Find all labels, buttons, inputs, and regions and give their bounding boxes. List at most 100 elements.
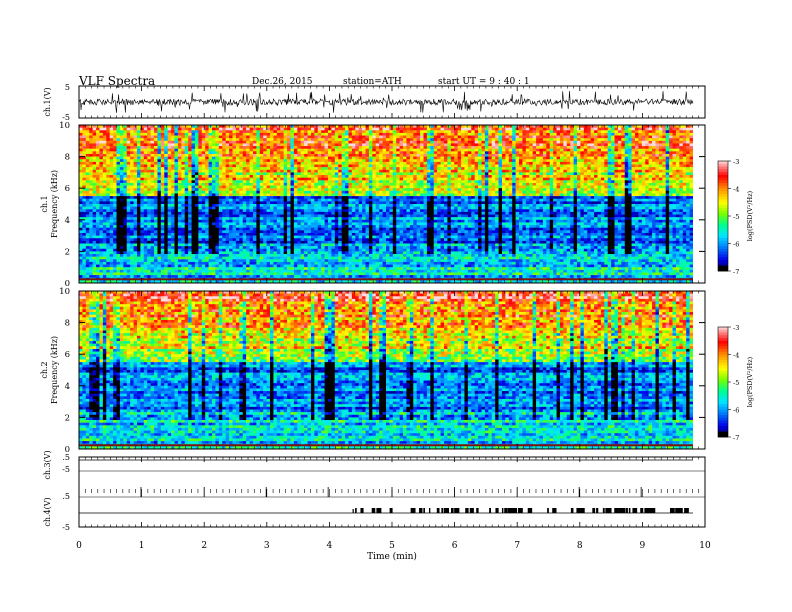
x-axis-label: Time (min) — [367, 551, 417, 562]
x-tick-label: 1 — [139, 541, 145, 551]
ch2-spectrogram-colorbar-cell — [718, 374, 728, 377]
ch1-spectrogram-colorbar-cell — [718, 167, 728, 170]
ch1-spectrogram-colorbar-cell — [718, 211, 728, 214]
ch2-spectrogram-colorbar-cell — [718, 333, 728, 336]
ch4-burst — [372, 508, 376, 513]
ch4-burst — [592, 508, 595, 513]
ch1-spectrogram-colorbar-cell — [718, 260, 728, 263]
ch2-spectrogram-colorbar-cell — [718, 352, 728, 355]
ch2-spectrogram-heatmap — [79, 291, 693, 449]
ch1-spectrogram-colorbar-cell — [718, 200, 728, 203]
ch2-spectrogram-colorbar-cell — [718, 377, 728, 380]
ch4-burst — [636, 508, 637, 513]
ch1-spectrogram-colorbar-cell — [718, 266, 728, 269]
ch1-spectrogram-colorbar-cell — [718, 189, 728, 192]
ch1-spectrogram-colorbar-cell — [718, 213, 728, 216]
ch2-spectrogram-colorbar-cell — [718, 415, 728, 418]
ch4-burst — [510, 508, 513, 513]
ch4-burst — [632, 508, 635, 513]
x-tick-label: 0 — [76, 541, 82, 551]
ch1-spectrogram-colorbar-cell — [718, 235, 728, 238]
ch2-spectrogram-colorbar-cell — [718, 429, 728, 432]
ch2-spectrogram-ytick-label: 8 — [65, 319, 70, 329]
ch1-spectrogram-ytick-label: 8 — [65, 153, 70, 163]
x-tick-label: 8 — [577, 541, 583, 551]
ch4-burst — [653, 508, 655, 513]
ch4-burst — [476, 508, 478, 513]
ch2-spectrogram-colorbar-cell — [718, 418, 728, 421]
ch1-spectrogram-colorbar-cell — [718, 183, 728, 186]
ch4-burst — [581, 508, 585, 513]
ch4-burst — [547, 508, 549, 513]
ch2-spectrogram-empty-strip — [693, 292, 705, 449]
ch4-burst — [618, 508, 622, 513]
ch3-ylabel: ch.3(V) — [43, 450, 52, 479]
ch1-spectrogram-heatmap — [79, 125, 693, 283]
ch1-spectrogram-colorbar-cell — [718, 238, 728, 241]
ch4-burst — [529, 508, 532, 513]
ch2-spectrogram-colorbar-cell — [718, 357, 728, 360]
ch2-spectrogram-colorbar-cell — [718, 412, 728, 415]
ch1-spectrogram-colorbar-tick-label: -6 — [733, 241, 739, 249]
ch1-spectrogram-colorbar-cell — [718, 222, 728, 225]
x-tick-label: 4 — [327, 541, 333, 551]
ch1-spectrogram-colorbar-cell — [718, 244, 728, 247]
ch2-spectrogram-colorbar-cell — [718, 382, 728, 385]
ch4-burst — [596, 508, 598, 513]
ch4-burst — [671, 508, 675, 513]
ch2-spectrogram-colorbar-cell — [718, 407, 728, 410]
ch4-burst — [571, 508, 574, 513]
ch4-burst — [441, 508, 443, 513]
ch2-spectrogram-colorbar-tick-label: -6 — [733, 407, 739, 415]
ch2-spectrogram-colorbar-tick-label: -7 — [733, 434, 739, 442]
x-tick-label: 5 — [389, 541, 395, 551]
ch2-spectrogram-colorbar-cell — [718, 355, 728, 358]
ch1-ytick-label: 5 — [65, 83, 70, 92]
ch4-ylabel: ch.4(V) — [43, 497, 52, 526]
ch1-spectrogram-colorbar-cell — [718, 224, 728, 227]
ch1-spectrogram-colorbar-cell — [718, 178, 728, 181]
ch1-spectrogram-colorbar-cell — [718, 233, 728, 236]
ch1-spectrogram-ytick-label: 2 — [65, 247, 70, 257]
ch1-spectrogram-colorbar-cell — [718, 202, 728, 205]
ch4-burst — [553, 508, 557, 513]
ch2-spectrogram-colorbar-cell — [718, 344, 728, 347]
ch1-spectrogram-colorbar-cell — [718, 191, 728, 194]
ch2-spectrogram-colorbar-cell — [718, 363, 728, 366]
ch2-spectrogram-colorbar-cell — [718, 341, 728, 344]
ch4-burst — [578, 508, 579, 513]
x-tick-label: 2 — [201, 541, 207, 551]
ch4-burst — [379, 508, 381, 513]
ch2-spectrogram-colorbar-cell — [718, 401, 728, 404]
ch2-spectrogram-colorbar-cell — [718, 335, 728, 338]
ch1-spectrogram-colorbar-tick-label: -5 — [733, 213, 739, 221]
ch1-ylabel: ch.1(V) — [43, 87, 52, 116]
ch1-spectrogram-colorbar-cell — [718, 257, 728, 260]
ch1-spectrogram-colorbar-cell — [718, 252, 728, 255]
ch1-spectrogram-lowfreq-line — [79, 278, 693, 280]
ch2-spectrogram-colorbar-cell — [718, 371, 728, 374]
ch1-spectrogram-channel-label: ch.1 — [40, 195, 49, 212]
ch4-burst — [423, 508, 425, 513]
ch4-burst — [451, 508, 454, 513]
ch1-spectrogram-colorbar-cell — [718, 197, 728, 200]
ch2-spectrogram-colorbar-cell — [718, 432, 728, 435]
ch2-spectrogram-colorbar-cell — [718, 421, 728, 424]
ch3-ytick-label: -5 — [62, 465, 70, 474]
ch2-spectrogram-colorbar-cell — [718, 390, 728, 393]
ch4-burst — [413, 508, 415, 513]
ch1-spectrogram-colorbar-cell — [718, 208, 728, 211]
ch2-spectrogram-colorbar-cell — [718, 327, 728, 330]
ch4-burst — [446, 508, 449, 513]
ch2-spectrogram-ylabel: Frequency (kHz) — [50, 336, 59, 404]
ch4-burst — [623, 508, 625, 513]
ch4-burst — [608, 508, 611, 513]
ch2-spectrogram-ytick-label: 6 — [65, 350, 70, 360]
ch4-burst — [520, 508, 523, 513]
ch4-burst — [390, 508, 391, 513]
ch1-spectrogram-colorbar-cell — [718, 230, 728, 233]
ch1-spectrogram-colorbar-cell — [718, 164, 728, 167]
ch4-burst — [647, 508, 650, 513]
ch4-burst — [444, 508, 446, 513]
ch2-spectrogram-colorbar-tick-label: -4 — [733, 352, 739, 360]
